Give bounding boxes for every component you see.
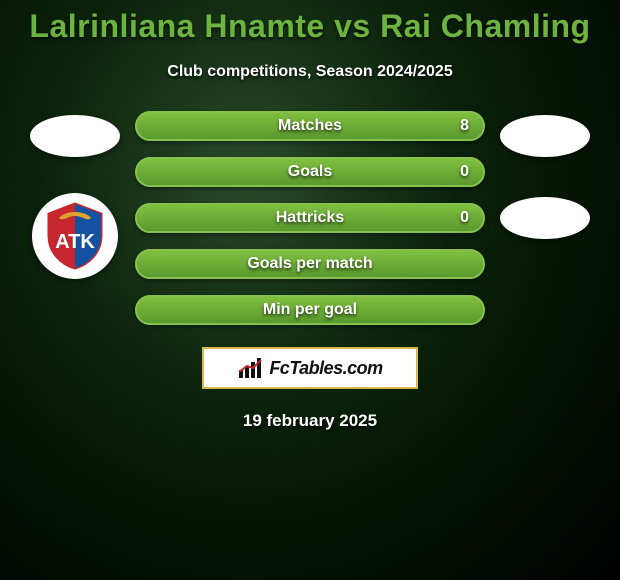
left-player-avatar: [30, 115, 120, 157]
stat-value-right: 0: [460, 163, 469, 181]
stats-column: Matches 8 Goals 0 Hattricks 0 Goals per …: [135, 111, 485, 325]
stat-label: Matches: [137, 117, 483, 135]
stat-row-matches: Matches 8: [135, 111, 485, 141]
stat-label: Min per goal: [137, 301, 483, 319]
page-title: Lalrinliana Hnamte vs Rai Chamling: [0, 0, 620, 45]
stat-value-right: 0: [460, 209, 469, 227]
left-player-col: ATK: [15, 111, 135, 325]
stat-row-mpg: Min per goal: [135, 295, 485, 325]
right-player-col: [485, 111, 605, 325]
stat-label: Goals: [137, 163, 483, 181]
atk-logo-icon: ATK: [39, 200, 111, 272]
stat-row-goals: Goals 0: [135, 157, 485, 187]
stat-label: Goals per match: [137, 255, 483, 273]
right-player-avatar: [500, 115, 590, 157]
stat-row-gpm: Goals per match: [135, 249, 485, 279]
stat-label: Hattricks: [137, 209, 483, 227]
stat-row-hattricks: Hattricks 0: [135, 203, 485, 233]
subtitle: Club competitions, Season 2024/2025: [0, 63, 620, 81]
date-line: 19 february 2025: [0, 411, 620, 431]
infographic-container: { "title": "Lalrinliana Hnamte vs Rai Ch…: [0, 0, 620, 580]
left-club-badge: ATK: [32, 193, 118, 279]
comparison-area: ATK Matches 8 Goals 0 Hattricks 0: [0, 111, 620, 325]
brand-text: FcTables.com: [269, 358, 382, 379]
right-club-badge: [500, 197, 590, 239]
stat-value-right: 8: [460, 117, 469, 135]
svg-text:ATK: ATK: [55, 231, 95, 253]
bar-chart-icon: [237, 356, 265, 380]
brand-box: FcTables.com: [202, 347, 418, 389]
